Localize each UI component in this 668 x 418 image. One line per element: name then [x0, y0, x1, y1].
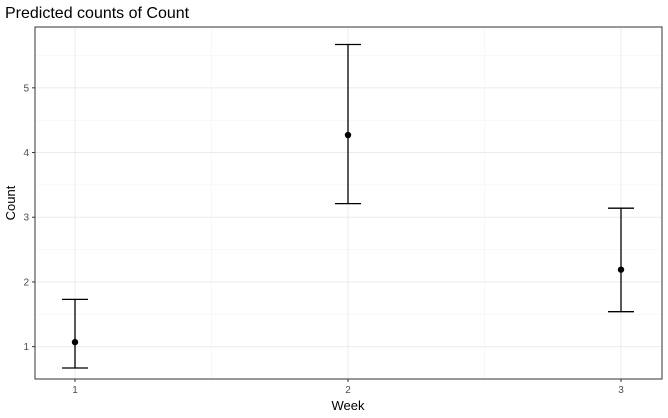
chart-title: Predicted counts of Count: [5, 5, 190, 22]
y-axis-title: Count: [3, 185, 18, 220]
errorbar-group: [335, 43, 361, 205]
errorbar-group: [62, 298, 88, 369]
errorbar-group: [608, 207, 634, 313]
x-axis-title: Week: [332, 398, 365, 413]
y-tick-label: 2: [23, 277, 29, 288]
y-tick-label: 5: [23, 83, 29, 94]
x-tick-label: 1: [72, 385, 78, 396]
x-axis: 1 2 3: [72, 379, 624, 396]
y-tick-label: 1: [23, 342, 29, 353]
data-point: [617, 266, 625, 273]
x-tick-label: 2: [345, 385, 351, 396]
x-tick-label: 3: [618, 385, 624, 396]
y-tick-label: 3: [23, 213, 29, 224]
data-point: [71, 338, 79, 346]
data-marks: [62, 43, 634, 369]
y-axis: 1 2 3 4 5: [23, 83, 35, 353]
y-tick-label: 4: [23, 148, 29, 159]
data-point: [344, 131, 352, 139]
